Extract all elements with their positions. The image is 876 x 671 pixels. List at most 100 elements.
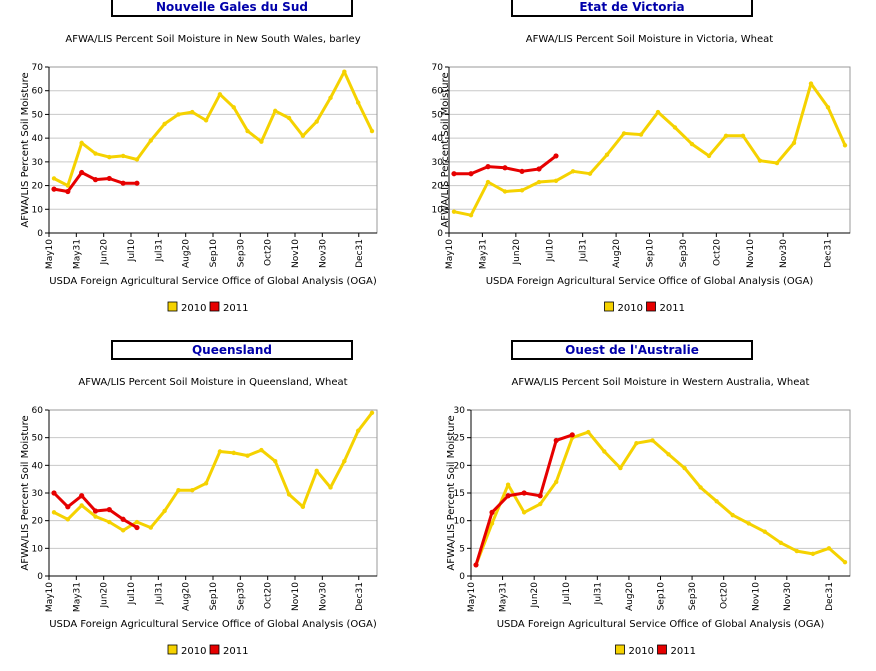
y-tick-label: 20 xyxy=(32,182,44,192)
x-axis-label: USDA Foreign Agricultural Service Office… xyxy=(486,276,814,287)
data-point-2011 xyxy=(473,562,479,568)
x-tick-label: Jul10 xyxy=(545,239,555,263)
data-point-2011 xyxy=(502,165,508,171)
data-point-2010 xyxy=(502,189,508,194)
x-tick-label: Oct20 xyxy=(712,239,722,266)
x-tick-label: Nov10 xyxy=(746,239,756,268)
x-tick-label: Oct20 xyxy=(264,239,274,266)
data-point-2011 xyxy=(519,168,525,174)
data-point-2010 xyxy=(666,452,671,457)
legend-label-2010: 2010 xyxy=(629,646,654,657)
y-axis-label: AFWA/LIS Percent Soil Moisture xyxy=(446,415,457,570)
data-point-2010 xyxy=(342,69,347,74)
data-point-2010 xyxy=(328,485,333,490)
data-point-2010 xyxy=(587,171,593,176)
region-title: Queensland xyxy=(192,343,272,357)
legend: 2010 2011 xyxy=(615,644,696,657)
data-point-2011 xyxy=(51,186,57,192)
chart-1: Nouvelle Gales du Sud AFWA/LIS Percent So… xyxy=(20,0,378,314)
x-tick-label: Oct20 xyxy=(720,582,730,609)
legend-label-2011: 2011 xyxy=(223,646,248,657)
x-tick-label: Aug20 xyxy=(612,239,622,268)
y-tick-label: 60 xyxy=(432,87,444,97)
data-point-2010 xyxy=(190,109,195,115)
x-tick-label: Sep10 xyxy=(646,239,656,268)
data-point-2010 xyxy=(273,458,278,464)
data-point-2010 xyxy=(231,450,236,456)
y-tick-label: 40 xyxy=(32,134,44,144)
x-tick-label: Sep10 xyxy=(657,582,667,611)
data-point-2010 xyxy=(778,540,784,545)
y-tick-label: 10 xyxy=(32,205,44,215)
data-point-2011 xyxy=(134,180,140,186)
x-tick-label: Nov30 xyxy=(779,239,789,268)
data-point-2011 xyxy=(536,166,542,172)
x-tick-label: Sep10 xyxy=(209,582,219,611)
x-tick-label: Sep30 xyxy=(236,239,246,268)
x-tick-label: May31 xyxy=(72,582,82,612)
data-point-2010 xyxy=(757,158,763,163)
data-point-2010 xyxy=(519,188,525,193)
data-point-2011 xyxy=(106,175,112,182)
x-axis-label: USDA Foreign Agricultural Service Office… xyxy=(497,619,825,630)
series-line-2010 xyxy=(53,411,374,532)
data-point-2010 xyxy=(468,213,474,218)
legend-swatch-2010 xyxy=(604,301,614,312)
x-tick-label: May31 xyxy=(72,239,82,269)
legend-swatch-2010 xyxy=(615,644,625,655)
y-tick-label: 10 xyxy=(432,205,444,215)
region-title: Nouvelle Gales du Sud xyxy=(156,0,308,14)
data-point-2010 xyxy=(245,128,250,134)
x-tick-label: Jun20 xyxy=(530,582,540,609)
data-point-2010 xyxy=(698,485,703,490)
data-point-2010 xyxy=(79,503,84,508)
data-point-2010 xyxy=(259,447,264,453)
legend-label-2010: 2010 xyxy=(181,303,206,314)
y-tick-label: 10 xyxy=(454,517,466,527)
data-point-2010 xyxy=(489,521,495,526)
plot-frame xyxy=(48,66,378,234)
data-point-2010 xyxy=(314,468,319,474)
series-line-2010 xyxy=(53,70,374,188)
data-point-2010 xyxy=(93,151,98,156)
data-point-2010 xyxy=(554,479,559,485)
y-tick-label: 25 xyxy=(454,434,465,444)
y-tick-label: 20 xyxy=(432,182,444,192)
x-tick-label: Jul10 xyxy=(127,582,137,606)
data-point-2010 xyxy=(93,514,98,519)
data-point-2011 xyxy=(120,180,126,186)
x-tick-label: Dec31 xyxy=(825,582,835,611)
x-tick-label: Dec31 xyxy=(355,582,365,611)
data-point-2010 xyxy=(791,140,797,146)
data-point-2011 xyxy=(92,177,99,183)
y-tick-label: 5 xyxy=(459,544,465,554)
data-point-2011 xyxy=(485,164,491,170)
data-point-2011 xyxy=(553,153,559,159)
x-axis-label: USDA Foreign Agricultural Service Office… xyxy=(49,619,377,630)
data-point-2011 xyxy=(134,524,140,531)
data-point-2010 xyxy=(369,128,375,134)
data-point-2010 xyxy=(148,138,153,143)
data-point-2010 xyxy=(650,438,655,443)
data-point-2010 xyxy=(300,504,306,510)
legend-swatch-2011 xyxy=(209,644,220,655)
chart-4: Ouest de l'Australie AFWA/LIS Percent Soi… xyxy=(446,340,851,657)
x-tick-label: Nov30 xyxy=(318,582,328,611)
y-tick-label: 40 xyxy=(432,134,444,144)
y-tick-label: 30 xyxy=(432,158,444,168)
y-tick-label: 30 xyxy=(32,489,44,499)
data-point-2011 xyxy=(451,171,457,177)
data-point-2010 xyxy=(537,501,543,507)
data-point-2011 xyxy=(106,507,112,513)
data-point-2011 xyxy=(51,490,57,496)
data-point-2010 xyxy=(51,510,57,515)
data-point-2010 xyxy=(65,183,71,188)
legend: 2010 2011 xyxy=(167,301,248,314)
data-point-2010 xyxy=(746,521,751,526)
x-tick-label: Aug20 xyxy=(625,582,635,611)
data-point-2010 xyxy=(672,125,678,130)
x-tick-label: Nov30 xyxy=(783,582,793,611)
x-tick-label: Jul31 xyxy=(154,239,164,262)
data-point-2010 xyxy=(842,143,848,148)
legend: 2010 2011 xyxy=(604,301,685,314)
